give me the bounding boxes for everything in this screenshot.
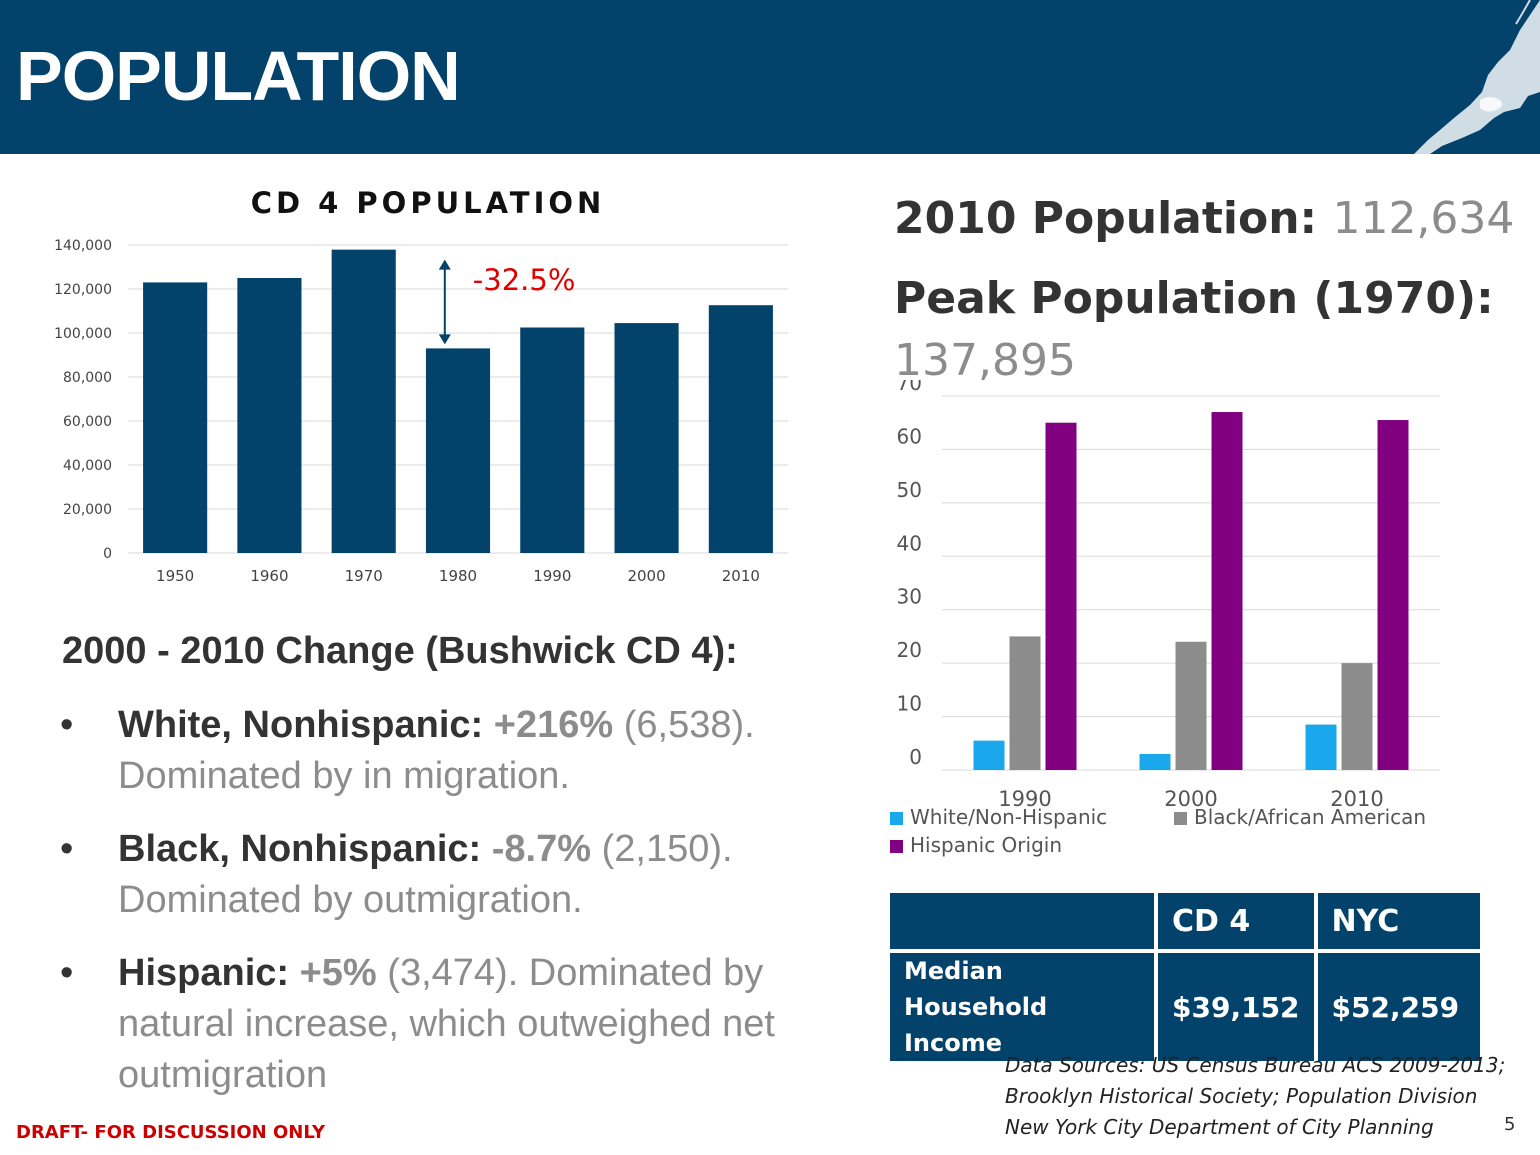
bar [1139, 753, 1171, 770]
bullet-icon: • [60, 828, 74, 870]
y-tick-label: 60,000 [63, 414, 112, 430]
bar [973, 740, 1005, 770]
row-label: Median Household Income [890, 953, 1154, 1061]
x-tick-label: 1980 [439, 567, 477, 585]
list-item: • White, Nonhispanic: +216% (6,538). Dom… [60, 700, 860, 802]
bullet-icon: • [60, 952, 74, 994]
bar [237, 278, 302, 553]
item-percent: +5% [299, 952, 377, 994]
bar [614, 323, 679, 553]
x-tick-label: 1970 [345, 567, 383, 585]
y-tick-label: 80,000 [63, 370, 112, 386]
source-line: Data Sources: US Census Bureau ACS 2009-… [1005, 1053, 1506, 1077]
table-header-empty [890, 893, 1154, 949]
peak-population-value: 137,895 [894, 335, 1076, 386]
bar [1175, 641, 1207, 770]
y-tick-label: 60 [897, 424, 922, 448]
annotation-label: -32.5% [473, 263, 576, 297]
race-share-chart: 0 10 20 30 40 50 60 70 1990 2000 2010 White/Non-His… [890, 380, 1440, 857]
y-tick-label: 120,000 [54, 282, 112, 298]
legend-swatch [890, 840, 903, 853]
legend-swatch [1174, 812, 1187, 825]
bullet-icon: • [60, 704, 74, 746]
draft-notice: DRAFT- FOR DISCUSSION ONLY [16, 1122, 326, 1143]
bar [143, 282, 208, 553]
bar [1305, 724, 1337, 770]
nyc-income-value: $52,259 [1317, 953, 1480, 1061]
population-2010-stat: 2010 Population: 112,634 [894, 193, 1514, 244]
x-tick-label: 2010 [1330, 787, 1383, 811]
item-percent: -8.7% [491, 828, 592, 870]
source-line: Brooklyn Historical Society; Population … [1005, 1084, 1478, 1108]
table-header-cd4: CD 4 [1158, 893, 1314, 949]
y-tick-label: 40,000 [63, 458, 112, 474]
nyc-map-icon [1414, 0, 1540, 154]
legend-label: Black/African American [1194, 805, 1426, 829]
y-tick-label: 50 [897, 478, 922, 502]
page-number: 5 [1504, 1114, 1516, 1135]
item-detail: (3,474). Dominated by natural increase, … [118, 952, 775, 1096]
peak-population-label: Peak Population (1970): [894, 273, 1494, 324]
peak-population-stat: Peak Population (1970): 137,895 [894, 268, 1514, 392]
y-tick-label: 30 [897, 585, 922, 609]
y-tick-label: 70 [897, 380, 922, 395]
table-header-nyc: NYC [1317, 893, 1480, 949]
page-title: POPULATION [16, 37, 461, 115]
x-tick-label: 2010 [722, 567, 760, 585]
x-tick-label: 1990 [533, 567, 571, 585]
x-tick-label: 2000 [627, 567, 665, 585]
x-tick-label: 2000 [1164, 787, 1217, 811]
y-tick-label: 20 [897, 638, 922, 662]
item-label: Hispanic: [118, 952, 290, 994]
bar [1045, 422, 1077, 770]
title-banner: POPULATION [0, 0, 1540, 154]
item-percent: +216% [493, 704, 614, 746]
item-label: White, Nonhispanic: [118, 704, 484, 746]
cd4-income-value: $39,152 [1158, 953, 1314, 1061]
x-tick-label: 1990 [998, 787, 1051, 811]
population-2010-label: 2010 Population: [894, 193, 1318, 244]
bar [1009, 636, 1041, 770]
bar [331, 249, 396, 554]
x-tick-label: 1960 [250, 567, 288, 585]
table-row: Median Household Income $39,152 $52,259 [890, 953, 1480, 1061]
population-2010-value: 112,634 [1332, 193, 1515, 244]
source-line: New York City Department of City Plannin… [1005, 1115, 1434, 1139]
bar [1377, 420, 1409, 770]
item-detail: (6,538). Dominated by in migration. [118, 704, 755, 797]
annotation-arrow-down-icon [438, 334, 451, 345]
y-tick-label: 40 [897, 531, 922, 555]
x-tick-label: 1950 [156, 567, 194, 585]
list-item: • Hispanic: +5% (3,474). Dominated by na… [60, 948, 860, 1101]
y-tick-label: 100,000 [54, 326, 112, 342]
legend-swatch [890, 812, 903, 825]
bar [425, 348, 491, 553]
bar [1341, 663, 1373, 770]
data-sources: Data Sources: US Census Bureau ACS 2009-… [1005, 1050, 1505, 1143]
bar [1211, 412, 1243, 770]
list-item: • Black, Nonhispanic: -8.7% (2,150). Dom… [60, 824, 860, 926]
change-heading: 2000 - 2010 Change (Bushwick CD 4): [62, 630, 738, 672]
chart-title: CD 4 POPULATION [251, 186, 606, 220]
bar [708, 305, 773, 553]
y-tick-label: 10 [897, 692, 922, 716]
y-tick-label: 20,000 [63, 502, 112, 518]
y-tick-label: 140,000 [54, 238, 112, 254]
income-table: CD 4 NYC Median Household Income $39,152… [886, 889, 1484, 1065]
cd4-population-chart: CD 4 POPULATION 0 20,000 40,000 60,000 80,000… [54, 186, 788, 585]
item-label: Black, Nonhispanic: [118, 828, 482, 870]
bar [520, 327, 585, 553]
y-tick-label: 0 [103, 546, 112, 562]
change-list: • White, Nonhispanic: +216% (6,538). Dom… [60, 700, 860, 1123]
y-tick-label: 0 [909, 745, 922, 769]
table-header-row: CD 4 NYC [890, 893, 1480, 949]
item-detail: (2,150). Dominated by outmigration. [118, 828, 733, 921]
legend-label: Hispanic Origin [910, 833, 1062, 857]
annotation-arrow-up-icon [438, 259, 451, 270]
legend-label: White/Non-Hispanic [910, 805, 1107, 829]
